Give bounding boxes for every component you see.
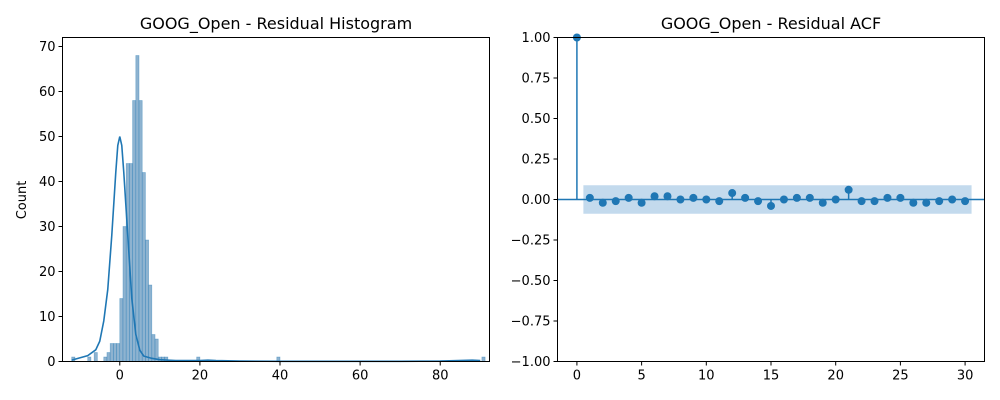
acf-point	[792, 193, 801, 202]
histogram-bar	[93, 352, 98, 362]
acf-point	[883, 193, 892, 202]
acf-point	[689, 193, 698, 202]
acf-point	[754, 197, 763, 206]
acf-point	[676, 195, 685, 204]
acf-point	[728, 189, 737, 198]
histogram-bar	[122, 226, 127, 362]
histogram-bar	[119, 298, 124, 362]
histogram-bar	[141, 172, 146, 362]
histogram-bar	[113, 343, 117, 362]
acf-point	[844, 185, 853, 194]
acf-x-tick-label: 15	[763, 369, 780, 384]
histogram-bar	[135, 55, 140, 362]
acf-y-tick-label: 0.75	[522, 72, 551, 87]
histogram-x-tick-label: 60	[352, 369, 369, 384]
acf-x-tick-label: 25	[892, 369, 909, 384]
acf-y-tick-label: 0.50	[522, 112, 551, 127]
acf-point	[896, 193, 905, 202]
acf-point	[961, 197, 970, 206]
acf-title: GOOG_Open - Residual ACF	[661, 14, 881, 34]
histogram-bar	[116, 343, 121, 362]
histogram-bar	[109, 343, 114, 362]
histogram-bar	[481, 356, 486, 362]
histogram-x-tick-label: 40	[272, 369, 289, 384]
histogram-y-tick-label: 0	[47, 355, 55, 370]
acf-point	[818, 198, 827, 207]
histogram-y-tick-label: 10	[39, 310, 56, 325]
histogram-bar	[138, 100, 143, 362]
histogram-title: GOOG_Open - Residual Histogram	[140, 14, 412, 34]
histogram-y-tick-label: 60	[39, 85, 56, 100]
acf-point	[715, 197, 724, 206]
histogram-panel: GOOG_Open - Residual Histogram Count 0 20…	[15, 14, 490, 384]
acf-y-tick-label: −0.75	[511, 315, 551, 330]
histogram-bar	[148, 284, 153, 362]
histogram-bars	[71, 55, 486, 362]
histogram-ylabel: Count	[15, 181, 30, 220]
acf-point	[948, 195, 957, 204]
histogram-bar	[145, 239, 149, 362]
histogram-y-ticks: 0 10 20 30 40 50 60 70	[39, 40, 63, 370]
histogram-x-tick-label: 20	[192, 369, 209, 384]
acf-point	[702, 195, 711, 204]
acf-y-tick-label: 1.00	[522, 31, 551, 46]
histogram-bar	[87, 356, 92, 362]
acf-x-tick-label: 5	[637, 369, 645, 384]
acf-point	[650, 192, 659, 201]
acf-point	[624, 193, 633, 202]
histogram-y-tick-label: 30	[39, 220, 56, 235]
acf-point	[870, 197, 879, 206]
histogram-y-tick-label: 40	[39, 175, 56, 190]
acf-point	[935, 197, 944, 206]
acf-x-tick-label: 10	[698, 369, 715, 384]
acf-x-tick-label: 0	[573, 369, 581, 384]
histogram-axes-frame	[62, 37, 490, 362]
histogram-y-tick-label: 20	[39, 265, 56, 280]
acf-stems	[576, 37, 966, 206]
acf-y-ticks: −1.00 −0.75 −0.50 −0.25 0.00 0.25 0.50 0.75 1.00	[511, 31, 558, 370]
acf-point	[611, 197, 620, 206]
histogram-y-tick-label: 70	[39, 40, 56, 55]
histogram-bar	[151, 334, 156, 362]
acf-point	[741, 193, 750, 202]
acf-point	[779, 195, 788, 204]
acf-points	[572, 33, 970, 210]
acf-point	[857, 197, 866, 206]
histogram-x-tick-label: 80	[432, 369, 449, 384]
acf-axes-frame	[557, 37, 985, 362]
acf-point	[585, 193, 594, 202]
acf-panel: GOOG_Open - Residual ACF 0 5 10 15 20 25 30 −1…	[511, 14, 985, 384]
acf-x-tick-label: 20	[827, 369, 844, 384]
histogram-bar	[106, 352, 111, 362]
acf-y-tick-label: 0.00	[522, 193, 551, 208]
acf-point	[767, 201, 775, 210]
histogram-bar	[154, 338, 159, 362]
acf-y-tick-label: −0.50	[511, 274, 551, 289]
acf-point	[909, 198, 918, 207]
acf-point	[831, 195, 840, 204]
acf-point	[637, 198, 646, 207]
acf-point	[598, 198, 607, 207]
histogram-x-ticks: 0 20 40 60 80	[116, 361, 449, 384]
histogram-bar	[103, 356, 108, 362]
acf-y-tick-label: −1.00	[511, 355, 551, 370]
histogram-y-tick-label: 50	[39, 130, 56, 145]
acf-y-tick-label: 0.25	[522, 153, 551, 168]
acf-point	[805, 193, 814, 202]
acf-x-ticks: 0 5 10 15 20 25 30	[573, 361, 974, 384]
acf-point	[663, 192, 672, 201]
acf-point	[922, 198, 931, 207]
histogram-x-tick-label: 0	[116, 369, 124, 384]
acf-y-tick-label: −0.25	[511, 234, 551, 249]
acf-x-tick-label: 30	[957, 369, 974, 384]
